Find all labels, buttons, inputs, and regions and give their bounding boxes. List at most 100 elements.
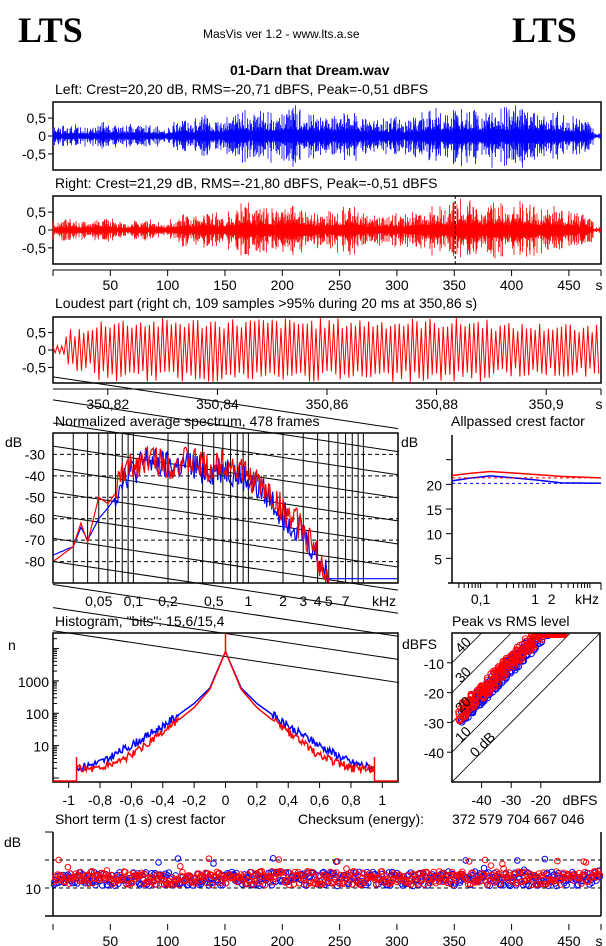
short-term-crest-point-right [459, 868, 466, 876]
short-term-crest-point-right [438, 870, 445, 877]
short-term-crest-point-right [514, 879, 521, 886]
short-term-crest-point-right [498, 875, 505, 883]
peak-vs-rms-title: Peak vs RMS level [452, 613, 570, 629]
short-term-crest-point-left [593, 877, 600, 884]
right-waveform-title: Right: Crest=21,29 dB, RMS=-21,80 dBFS, … [55, 175, 438, 191]
short-term-crest-point-right [301, 874, 309, 881]
peak-vs-rms-point-right [498, 669, 506, 677]
short-term-crest-xtick-label: 100 [156, 933, 180, 946]
short-term-crest-xtick-label: 350 [443, 933, 467, 946]
short-term-crest-point-right [374, 874, 381, 882]
spectrum-slope-line [52, 537, 399, 591]
short-term-crest-point-right [254, 879, 262, 886]
short-term-crest-point-right [77, 868, 84, 876]
short-term-crest-point-left [174, 855, 182, 862]
short-term-crest-point-right [551, 877, 559, 884]
short-term-crest-point-right [86, 875, 93, 883]
short-term-crest-point-left [269, 855, 277, 862]
peak-vs-rms-point-right [513, 660, 521, 668]
peak-vs-rms-point-right [492, 675, 500, 683]
short-term-crest-point-right [89, 879, 97, 887]
loudest-part-xtick-label: 350,9 [529, 396, 564, 412]
peak-vs-rms-ylabel: dBFS [402, 636, 438, 652]
short-term-crest-point-right [545, 876, 552, 884]
right-waveform-ytick-label: 0 [38, 222, 46, 238]
spectrum-xtick-label: 4 [314, 593, 322, 609]
allpassed-crest-ytick-label: 10 [426, 527, 442, 543]
spectrum-slope-line [52, 376, 399, 430]
short-term-crest-point-right [534, 880, 542, 888]
short-term-crest-ytick-label: 10 [25, 881, 41, 897]
peak-vs-rms-point-right [543, 633, 551, 638]
short-term-crest-point-right [554, 857, 561, 865]
peak-vs-rms-point-right [527, 644, 535, 652]
peak-vs-rms-point-right [483, 680, 491, 688]
short-term-crest-point-right [205, 855, 213, 863]
short-term-crest-point-right [159, 872, 167, 879]
short-term-crest-point-left [165, 869, 173, 876]
short-term-crest-point-right [214, 870, 222, 878]
short-term-crest-point-right [549, 877, 557, 884]
loudest-part-ytick-label: 0 [38, 342, 46, 358]
short-term-crest-point-left [462, 857, 470, 864]
short-term-crest-point-right [487, 862, 495, 869]
peak-vs-rms-point-right [512, 653, 520, 661]
short-term-crest-point-right [139, 871, 146, 878]
spectrum-slope-line [52, 468, 399, 522]
right-waveform-xtick-label: 300 [385, 277, 409, 293]
spectrum-xtick-label: 3 [299, 593, 307, 609]
peak-vs-rms-xlabel: dBFS [562, 792, 597, 808]
spectrum-ytick-label: -60 [25, 511, 45, 527]
loudest-part-signal [52, 318, 600, 382]
left-waveform-signal [52, 105, 601, 168]
allpassed-crest-ytick-label: 20 [426, 477, 442, 493]
spectrum-ytick-label: -40 [25, 468, 45, 484]
short-term-crest-point-right [193, 877, 200, 885]
short-term-crest-point-right [253, 876, 261, 883]
short-term-crest-point-right [383, 872, 390, 879]
short-term-crest-point-right [220, 873, 228, 880]
short-term-crest-point-right [526, 870, 534, 878]
spectrum-xtick-label: 5 [325, 593, 333, 609]
histogram-ytick-label: 1000 [18, 674, 49, 690]
peak-vs-rms-point-right [461, 709, 469, 716]
short-term-crest-point-right [175, 881, 183, 889]
short-term-crest-point-left [514, 857, 521, 864]
peak-vs-rms-point-right [513, 643, 521, 651]
histogram-xtick-label: -0,6 [119, 792, 143, 808]
peak-vs-rms-ytick-label: -40 [424, 745, 444, 761]
left-waveform-ytick-label: 0,5 [27, 110, 47, 126]
short-term-crest-point-right [421, 881, 428, 888]
short-term-crest-point-right [261, 881, 269, 889]
short-term-crest-xtick-label: 250 [328, 933, 352, 946]
peak-vs-rms-crest-line [452, 633, 483, 664]
short-term-crest-xtick-label: 150 [213, 933, 237, 946]
app-title: MasVis ver 1.2 - www.lts.a.se [203, 27, 360, 41]
peak-vs-rms-ytick-label: -10 [424, 656, 444, 672]
spectrum-slope-line [52, 422, 399, 476]
short-term-crest-xtick-label: 50 [103, 933, 119, 946]
right-waveform-ytick-label: 0,5 [27, 204, 47, 220]
short-term-crest-point-right [500, 865, 507, 872]
short-term-crest-point-right [268, 868, 276, 875]
short-term-crest-title: Short term (1 s) crest factor [55, 811, 226, 827]
short-term-crest-point-right [481, 856, 489, 864]
short-term-crest-point-right [343, 865, 350, 872]
right-waveform-xtick-label: 250 [328, 277, 352, 293]
short-term-crest-point-right [65, 880, 73, 887]
allpassed-crest-series-right [451, 470, 602, 479]
peak-vs-rms-xtick-label: -30 [501, 792, 521, 808]
short-term-crest-point-right [480, 871, 488, 878]
short-term-crest-point-right [126, 871, 134, 879]
short-term-crest-point-left [155, 859, 162, 866]
left-waveform-ytick-label: 0 [38, 128, 46, 144]
short-term-crest-point-right [557, 881, 565, 888]
short-term-crest-point-right [414, 880, 421, 888]
peak-vs-rms-point-right [522, 637, 530, 645]
logo-right: LTS [512, 10, 577, 50]
short-term-crest-xtick-label: 450 [557, 933, 581, 946]
short-term-crest-point-right [209, 881, 216, 889]
short-term-crest-point-right [543, 872, 551, 879]
right-waveform-xtick-label: 150 [213, 277, 237, 293]
short-term-crest-point-right [252, 870, 260, 877]
